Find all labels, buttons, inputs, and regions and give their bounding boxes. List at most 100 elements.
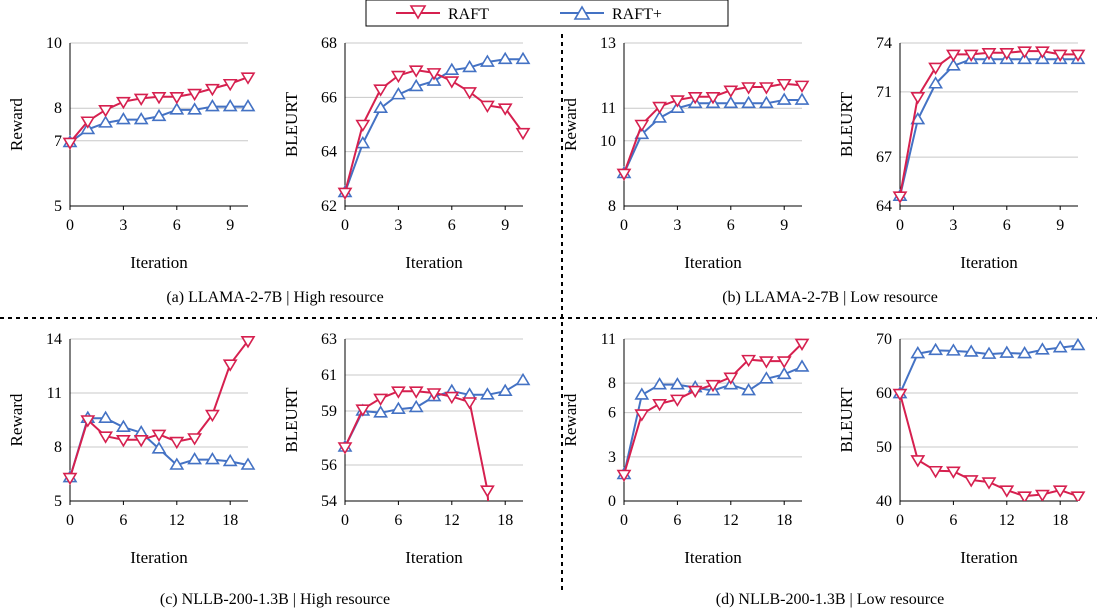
data-point [80,116,96,129]
data-point [462,397,478,410]
data-point [687,91,703,105]
data-point [776,78,792,92]
data-point [892,388,908,402]
x-tick-label: 18 [776,512,792,529]
chart-2: 8 10 11 13 0 3 6 9 Iteration Reward [561,35,810,272]
x-axis-title: Iteration [960,548,1018,567]
legend-label-raft: RAFT [448,6,489,23]
data-point [1017,346,1033,359]
series-line [69,340,249,478]
data-point [169,457,185,470]
x-tick-label: 12 [444,512,460,529]
caption-b: (b) LLAMA-2-7B | Low resource [722,289,938,306]
data-point [652,110,668,123]
x-tick-label: 6 [949,512,957,529]
series-raftplus [62,410,256,483]
y-tick-label: 10 [46,35,62,52]
y-tick-label: 66 [321,89,337,106]
data-point [758,356,774,369]
data-point [426,388,442,401]
x-axis-title: Iteration [684,548,742,567]
data-point [240,457,256,470]
data-point [355,135,371,149]
data-point [462,59,478,73]
series-raftplus [892,337,1086,399]
data-point [444,62,460,75]
data-point [169,102,185,115]
data-point [910,455,926,468]
data-point [794,80,810,93]
data-point [515,127,531,141]
chart-7: 40 50 60 70 0 6 12 18 Iteration BLEURT [837,331,1086,567]
data-point [1034,342,1050,355]
data-point [390,70,406,84]
data-point [204,409,220,423]
data-point [1070,49,1086,62]
series-line [344,390,490,501]
data-point [62,472,78,486]
data-point [705,91,721,105]
data-point [999,485,1015,498]
x-tick-label: 12 [723,512,739,529]
data-point [80,415,96,428]
x-tick-label: 0 [620,217,628,234]
y-axis-title: Reward [561,98,580,151]
data-point [515,51,531,65]
data-point [337,187,353,200]
data-point [1017,491,1033,501]
data-point [98,410,114,424]
series-line [344,69,524,193]
data-point [479,387,495,400]
series-raft [616,338,810,483]
data-point [616,168,632,181]
y-tick-label: 54 [321,493,337,510]
data-point [758,82,774,95]
data-point [723,95,739,109]
data-point [963,475,979,488]
data-point [98,115,114,128]
data-point [652,101,668,115]
series-line [623,342,803,475]
data-point [390,401,406,415]
data-point [390,386,406,399]
y-tick-label: 60 [876,385,892,402]
y-tick-label: 59 [321,403,337,420]
data-point [776,366,792,380]
y-tick-label: 63 [321,331,337,348]
data-point [741,82,757,95]
data-point [497,51,513,65]
y-tick-label: 64 [321,144,337,161]
data-point [1034,489,1050,501]
y-tick-label: 8 [54,439,62,456]
x-tick-label: 3 [119,217,127,234]
y-tick-label: 8 [608,375,616,392]
y-tick-label: 7 [54,133,62,150]
data-point [169,436,185,450]
x-tick-label: 9 [226,217,234,234]
data-point [758,95,774,109]
series-raft [337,65,531,200]
data-point [133,93,149,106]
data-point [479,54,495,67]
y-tick-label: 13 [600,35,616,52]
data-point [981,477,997,490]
data-point [723,85,739,98]
x-tick-label: 0 [66,512,74,529]
data-point [999,47,1015,61]
data-point [133,434,149,448]
data-point [981,47,997,61]
data-point [115,112,131,125]
data-point [616,469,632,483]
data-point [515,372,531,386]
y-tick-label: 3 [608,449,616,466]
data-point [1070,337,1086,351]
data-point [240,72,256,85]
data-point [151,429,167,442]
data-point [222,359,238,372]
chart-3: 64 67 71 74 0 3 6 9 Iteration BLEURT [837,35,1086,272]
y-tick-label: 56 [321,457,337,474]
data-point [462,87,478,100]
data-point [776,92,792,105]
data-point [945,466,961,479]
